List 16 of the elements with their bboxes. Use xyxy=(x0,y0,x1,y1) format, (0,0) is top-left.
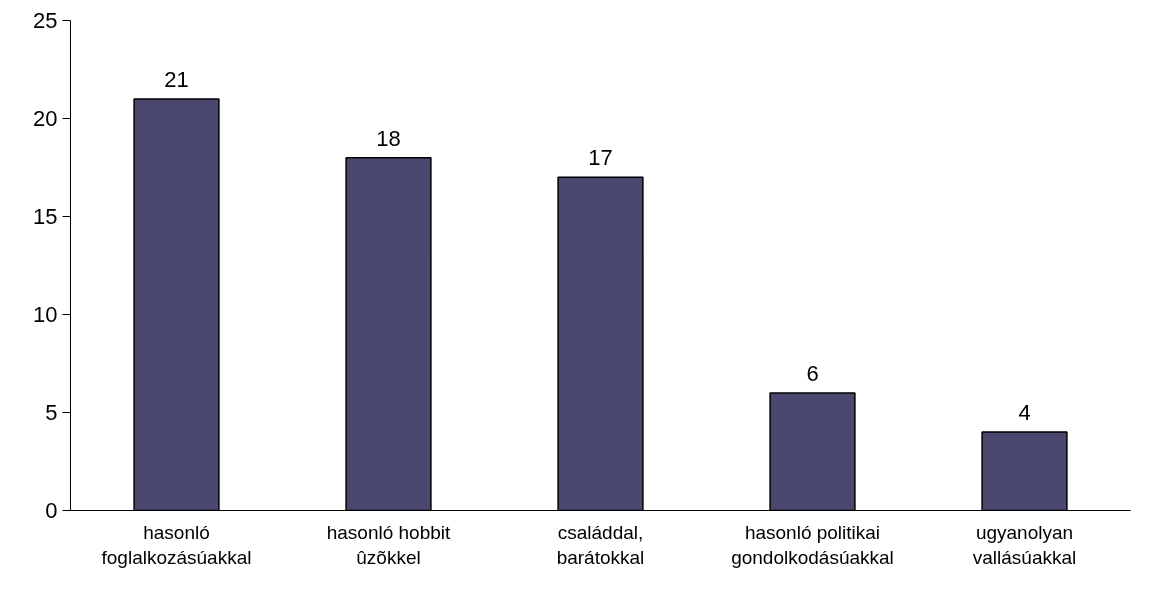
x-tick-label: ugyanolyan vallásúakkal xyxy=(972,521,1077,568)
data-label: 17 xyxy=(588,145,613,171)
x-tick-label: hasonló foglalkozásúakkal xyxy=(101,521,252,568)
x-tick-label: családdal, barátokkal xyxy=(556,521,645,568)
y-tick-label: 10 xyxy=(33,302,58,327)
x-tick-label: hasonló politikai gondolkodásúakkal xyxy=(731,521,894,568)
x-tick-label: hasonló hobbit ûzõkkel xyxy=(326,521,452,568)
y-tick-label: 5 xyxy=(45,400,58,425)
y-tick-label: 0 xyxy=(45,498,58,523)
data-label: 21 xyxy=(164,66,189,92)
y-tick-label: 20 xyxy=(33,106,58,131)
data-label: 18 xyxy=(376,125,401,151)
data-label: 4 xyxy=(1018,400,1031,426)
y-tick-label: 25 xyxy=(33,8,58,33)
y-tick-label: 15 xyxy=(33,204,58,229)
data-label: 6 xyxy=(806,360,819,386)
